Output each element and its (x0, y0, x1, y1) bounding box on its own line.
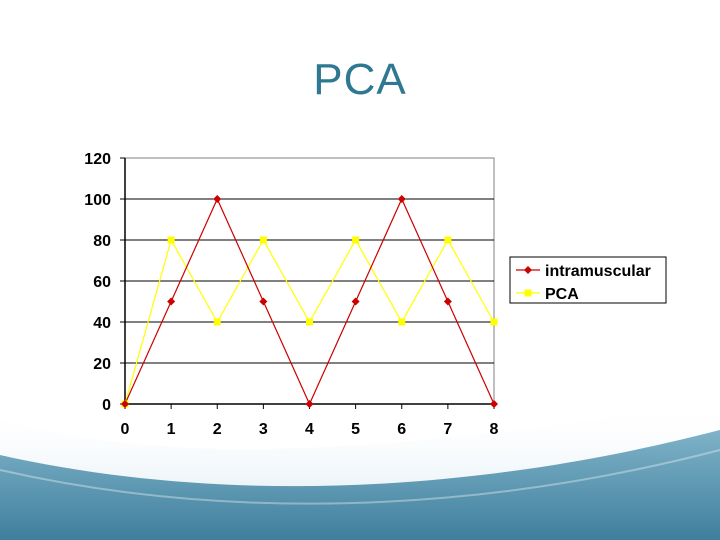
legend-box (509, 256, 667, 304)
background-wave-highlight (0, 449, 720, 505)
point-intramuscular-7 (443, 297, 452, 306)
x-tick-label-3: 3 (259, 421, 268, 438)
x-tick-label-1: 1 (167, 421, 176, 438)
point-pca-1 (167, 236, 175, 244)
point-pca-8 (490, 318, 498, 326)
x-tick-label-2: 2 (213, 421, 222, 438)
legend: intramuscular PCA (509, 256, 667, 304)
x-tick-label-5: 5 (351, 421, 360, 438)
point-pca-2 (213, 318, 221, 326)
y-tick-label-80: 80 (93, 233, 111, 250)
y-tick-label-60: 60 (93, 274, 111, 291)
point-intramuscular-2 (213, 195, 222, 203)
series-markers (121, 195, 498, 408)
point-pca-4 (306, 318, 313, 326)
point-pca-6 (398, 318, 406, 326)
x-tick-label-7: 7 (443, 421, 452, 438)
x-tick-label-4: 4 (305, 421, 314, 438)
point-pca-5 (352, 236, 360, 244)
legend-marker-intramuscular (524, 266, 532, 274)
y-axis-ticks: 0 20 40 60 80 100 120 (84, 151, 125, 414)
x-axis-ticks: 0 1 2 3 4 5 6 7 8 (121, 404, 499, 438)
y-tick-label-20: 20 (93, 356, 111, 373)
y-tick-label-120: 120 (84, 151, 111, 168)
point-intramuscular-1 (167, 297, 176, 306)
slide-title: PCA (313, 55, 407, 104)
point-intramuscular-0 (121, 400, 129, 408)
point-intramuscular-3 (259, 297, 268, 306)
y-tick-label-40: 40 (93, 315, 111, 332)
point-intramuscular-4 (305, 400, 314, 408)
x-tick-label-8: 8 (490, 421, 499, 438)
background-wave-dark (0, 430, 720, 540)
legend-label-pca: PCA (545, 286, 579, 303)
y-tick-label-100: 100 (84, 192, 111, 209)
point-intramuscular-8 (490, 400, 498, 408)
point-intramuscular-6 (397, 195, 406, 203)
x-tick-label-0: 0 (121, 421, 130, 438)
y-tick-label-0: 0 (102, 397, 111, 414)
point-intramuscular-5 (351, 297, 360, 306)
legend-marker-pca (524, 289, 532, 297)
point-pca-3 (259, 236, 267, 244)
point-pca-7 (444, 236, 452, 244)
x-tick-label-6: 6 (397, 421, 406, 438)
legend-label-intramuscular: intramuscular (545, 263, 651, 280)
